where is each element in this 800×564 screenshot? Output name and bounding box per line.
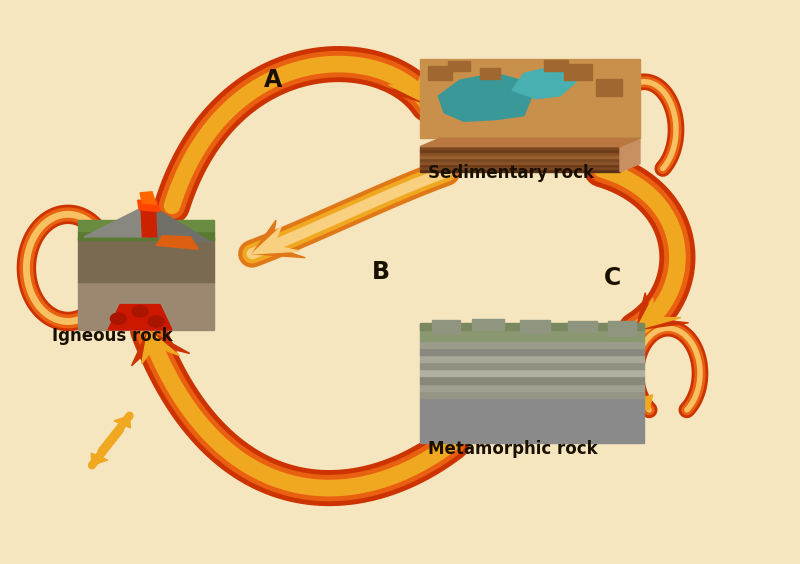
Polygon shape — [420, 149, 620, 152]
Polygon shape — [420, 166, 620, 169]
Polygon shape — [252, 220, 305, 258]
Polygon shape — [420, 398, 644, 443]
Polygon shape — [84, 227, 111, 244]
Polygon shape — [140, 192, 156, 204]
Polygon shape — [480, 68, 500, 79]
Polygon shape — [448, 61, 470, 70]
Polygon shape — [420, 155, 620, 158]
Polygon shape — [472, 319, 504, 330]
Polygon shape — [420, 384, 644, 390]
Polygon shape — [420, 59, 640, 138]
Polygon shape — [420, 369, 644, 377]
Polygon shape — [141, 203, 157, 237]
Polygon shape — [568, 321, 597, 332]
Text: C: C — [604, 266, 622, 290]
Polygon shape — [84, 209, 148, 237]
Polygon shape — [520, 320, 550, 333]
Polygon shape — [636, 293, 689, 330]
Polygon shape — [428, 66, 452, 80]
Polygon shape — [544, 60, 568, 70]
Polygon shape — [78, 282, 214, 330]
Polygon shape — [420, 158, 620, 161]
Polygon shape — [142, 330, 179, 364]
Polygon shape — [608, 321, 636, 336]
Polygon shape — [420, 349, 644, 355]
Text: Igneous rock: Igneous rock — [52, 327, 173, 345]
Text: B: B — [372, 260, 390, 284]
Polygon shape — [420, 341, 644, 349]
Polygon shape — [108, 305, 172, 330]
Polygon shape — [432, 320, 460, 334]
Polygon shape — [512, 68, 576, 99]
Circle shape — [148, 316, 164, 327]
Polygon shape — [389, 70, 428, 104]
Polygon shape — [420, 377, 644, 384]
Text: A: A — [264, 68, 282, 92]
Polygon shape — [420, 138, 640, 147]
Polygon shape — [636, 298, 681, 330]
Polygon shape — [379, 67, 432, 104]
Polygon shape — [438, 73, 532, 121]
Polygon shape — [564, 64, 592, 80]
Polygon shape — [420, 169, 620, 172]
Circle shape — [110, 313, 126, 324]
Polygon shape — [420, 164, 620, 166]
Polygon shape — [420, 161, 620, 164]
Polygon shape — [78, 237, 214, 282]
Polygon shape — [620, 138, 640, 172]
Polygon shape — [91, 453, 108, 465]
Polygon shape — [420, 355, 644, 363]
Polygon shape — [138, 200, 160, 212]
Polygon shape — [606, 153, 629, 169]
Polygon shape — [252, 227, 300, 254]
Polygon shape — [114, 416, 130, 428]
Polygon shape — [148, 209, 212, 243]
Text: Metamorphic rock: Metamorphic rock — [428, 440, 598, 458]
Polygon shape — [131, 330, 190, 366]
Text: Sedimentary rock: Sedimentary rock — [428, 164, 594, 182]
Polygon shape — [420, 152, 620, 155]
Polygon shape — [630, 395, 653, 410]
Polygon shape — [78, 231, 214, 240]
Polygon shape — [420, 390, 644, 398]
Polygon shape — [420, 324, 644, 341]
Circle shape — [132, 306, 148, 317]
Polygon shape — [156, 236, 198, 249]
Polygon shape — [596, 79, 622, 96]
Polygon shape — [420, 323, 644, 330]
Polygon shape — [78, 220, 214, 231]
Polygon shape — [420, 363, 644, 369]
Polygon shape — [420, 147, 620, 149]
